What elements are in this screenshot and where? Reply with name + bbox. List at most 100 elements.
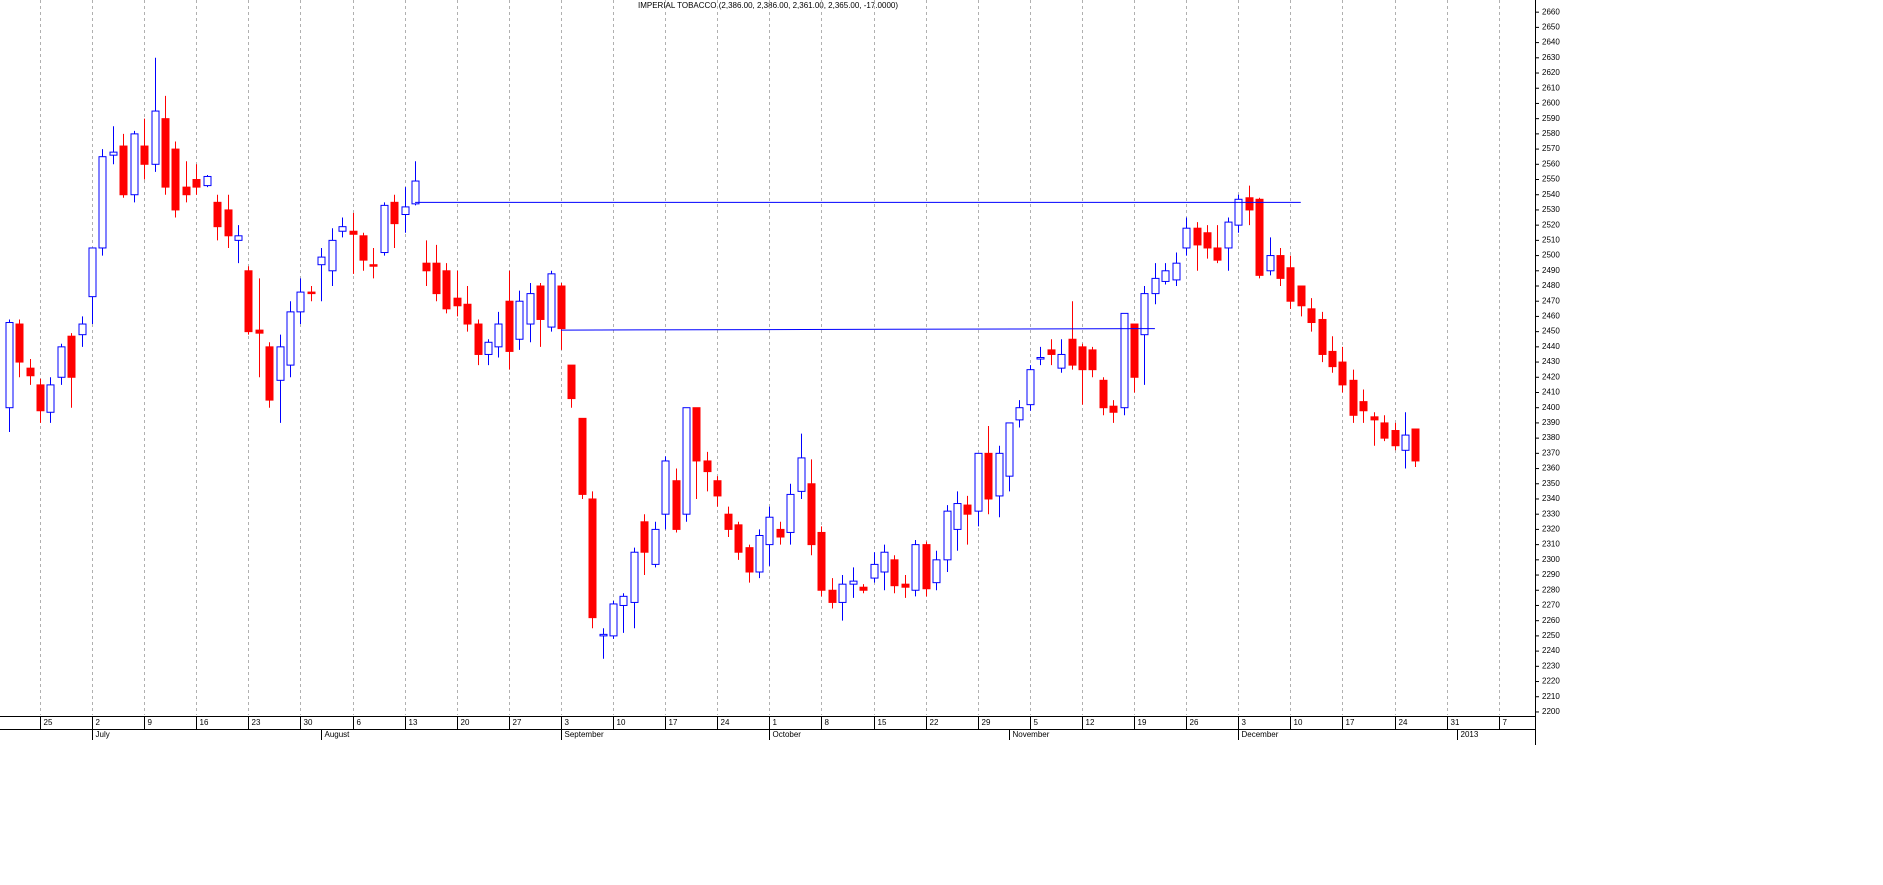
candle-body	[849, 580, 858, 585]
candle-body	[526, 293, 535, 325]
candle-body	[828, 589, 837, 603]
candle-body	[161, 118, 170, 188]
candle-body	[182, 186, 191, 196]
y-tick-label: 2420	[1542, 372, 1560, 381]
y-tick-label: 2270	[1542, 601, 1560, 610]
y-tick-label: 2660	[1542, 7, 1560, 16]
x-tick-label: 27	[513, 718, 522, 727]
y-tick-label: 2570	[1542, 144, 1560, 153]
candle-body	[26, 367, 35, 377]
y-tick-label: 2490	[1542, 266, 1560, 275]
y-tick-label: 2620	[1542, 68, 1560, 77]
candle-body	[1151, 277, 1160, 295]
candle-body	[78, 323, 87, 336]
candle-body	[547, 273, 556, 328]
candle-body	[713, 480, 722, 497]
candle-body	[765, 516, 774, 546]
x-tick-label: 1	[773, 718, 778, 727]
candle-body	[432, 262, 441, 295]
trend-line	[560, 328, 1155, 331]
candle-body	[1088, 349, 1097, 371]
y-tick-label: 2260	[1542, 616, 1560, 625]
candle-body	[838, 583, 847, 603]
candle-body	[776, 528, 785, 538]
candle-body	[890, 559, 899, 587]
y-tick-label: 2310	[1542, 540, 1560, 549]
candle-body	[745, 547, 754, 573]
month-label: October	[773, 730, 802, 739]
y-tick-label: 2370	[1542, 448, 1560, 457]
candle-body	[36, 384, 45, 412]
candle-body	[599, 633, 608, 637]
candle-body	[369, 264, 378, 267]
candle-body	[932, 559, 941, 584]
y-tick-label: 2460	[1542, 312, 1560, 321]
chart-title: IMPERIAL TOBACCO (2,386.00, 2,386.00, 2,…	[638, 1, 898, 10]
candle-body	[463, 303, 472, 325]
candle-body	[1411, 428, 1420, 462]
candle-body	[640, 521, 649, 553]
candle-body	[474, 323, 483, 355]
y-tick-label: 2500	[1542, 251, 1560, 260]
candle-body	[390, 201, 399, 225]
candle-body	[734, 524, 743, 553]
month-label: July	[96, 730, 110, 739]
candle-body	[1266, 255, 1275, 272]
x-tick-label: 22	[930, 718, 939, 727]
y-tick-label: 2640	[1542, 38, 1560, 47]
candle-body	[1318, 318, 1327, 355]
x-tick-label: 12	[1086, 718, 1095, 727]
y-tick-label: 2630	[1542, 53, 1560, 62]
candle-body	[1057, 353, 1066, 369]
candle-body	[411, 180, 420, 205]
candle-body	[1359, 401, 1368, 412]
y-tick-label: 2340	[1542, 494, 1560, 503]
candle-body	[1276, 255, 1285, 279]
x-tick-label: 17	[669, 718, 678, 727]
candle-body	[1328, 350, 1337, 368]
candle-body	[724, 513, 733, 530]
candle-body	[140, 145, 149, 165]
month-label: December	[1242, 730, 1279, 739]
candle-body	[15, 323, 24, 363]
y-tick-label: 2560	[1542, 159, 1560, 168]
candle-body	[192, 179, 201, 188]
candle-body	[672, 480, 681, 530]
candle-body	[46, 384, 55, 413]
candle-body	[1224, 221, 1233, 249]
x-tick-label: 16	[200, 718, 209, 727]
y-tick-label: 2520	[1542, 220, 1560, 229]
x-tick-label: 8	[825, 718, 830, 727]
x-tick-label: 23	[252, 718, 261, 727]
candle-body	[922, 544, 931, 590]
candle-body	[296, 291, 305, 313]
y-tick-label: 2410	[1542, 388, 1560, 397]
candle-body	[171, 148, 180, 211]
candle-body	[98, 156, 107, 249]
y-tick-label: 2320	[1542, 525, 1560, 534]
candle-body	[661, 460, 670, 515]
month-label: 2013	[1461, 730, 1479, 739]
y-tick-label: 2650	[1542, 22, 1560, 31]
y-tick-label: 2300	[1542, 555, 1560, 564]
candle-body	[1109, 405, 1118, 413]
candle-body	[567, 364, 576, 400]
y-tick-label: 2400	[1542, 403, 1560, 412]
candle-body	[67, 335, 76, 378]
y-tick-label: 2210	[1542, 692, 1560, 701]
candle-body	[588, 498, 597, 619]
candle-body	[943, 510, 952, 561]
candle-body	[494, 323, 503, 348]
candle-body	[1172, 262, 1181, 281]
candle-body	[578, 417, 587, 495]
candle-body	[1193, 227, 1202, 246]
candle-body	[255, 329, 264, 334]
candle-body	[870, 563, 879, 579]
candle-body	[651, 528, 660, 565]
x-tick-label: 29	[982, 718, 991, 727]
x-tick-label: 2	[96, 718, 101, 727]
y-tick-label: 2360	[1542, 464, 1560, 473]
candle-body	[1391, 430, 1400, 447]
candle-body	[911, 544, 920, 591]
candle-body	[807, 483, 816, 546]
